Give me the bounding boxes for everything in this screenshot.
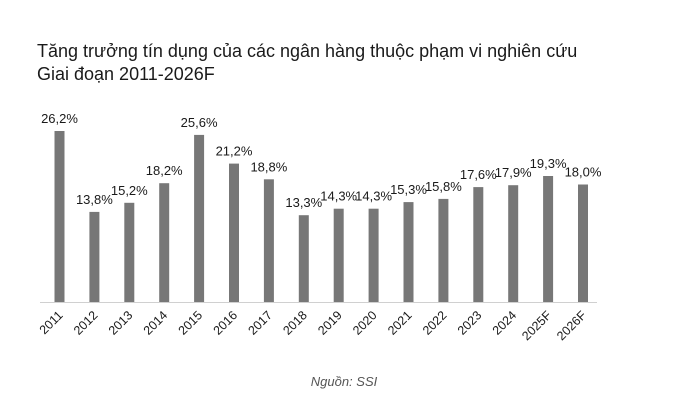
chart-subtitle: Giai đoạn 2011-2026F [37, 64, 215, 84]
x-tick-label-2013: 2013 [106, 308, 136, 338]
bar-2011 [54, 131, 65, 302]
x-tick-label-2022: 2022 [420, 308, 450, 338]
x-tick-label-2019: 2019 [315, 308, 345, 338]
bar-2021 [403, 202, 414, 302]
x-tick-label-2015: 2015 [176, 308, 206, 338]
data-label-2016: 21,2% [216, 144, 253, 159]
data-label-2018: 13,3% [285, 195, 322, 210]
data-label-2019: 14,3% [320, 189, 357, 204]
bar-2020 [368, 208, 379, 302]
bar-2014 [159, 183, 170, 302]
bar-2022 [438, 198, 449, 302]
data-label-2013: 15,2% [111, 183, 148, 198]
x-tick-label-2026F: 2026F [554, 308, 589, 343]
data-label-2011: 26,2% [41, 111, 78, 126]
bar-2024 [508, 185, 519, 302]
bar-2025F [543, 176, 554, 302]
x-tick-label-2021: 2021 [385, 308, 415, 338]
x-tick-label-2025F: 2025F [519, 308, 554, 343]
data-label-2022: 15,8% [425, 179, 462, 194]
bar-2026F [578, 184, 588, 302]
x-tick-label-2011: 2011 [37, 308, 66, 337]
chart-title: Tăng trưởng tín dụng của các ngân hàng t… [37, 41, 578, 61]
bar-2015 [194, 134, 205, 302]
x-tick-label-2020: 2020 [350, 308, 380, 338]
bar-2012 [89, 211, 100, 302]
data-label-2017: 18,8% [250, 159, 287, 174]
data-label-2026F: 18,0% [565, 165, 602, 180]
bar-2013 [124, 202, 135, 302]
data-label-2024: 17,9% [495, 165, 532, 180]
data-label-2014: 18,2% [146, 163, 183, 178]
x-tick-label-2014: 2014 [141, 308, 171, 338]
data-label-2015: 25,6% [181, 115, 218, 130]
x-tick-label-2023: 2023 [455, 308, 485, 338]
bar-2018 [298, 215, 309, 302]
bar-2023 [473, 187, 484, 302]
source-note: Nguồn: SSI [310, 374, 378, 389]
x-tick-label-2017: 2017 [245, 308, 275, 338]
x-tick-label-2024: 2024 [490, 308, 520, 338]
data-label-2021: 15,3% [390, 182, 427, 197]
x-tick-label-2016: 2016 [211, 308, 241, 338]
chart-title-block: Tăng trưởng tín dụng của các ngân hàng t… [37, 40, 577, 86]
data-label-2025F: 19,3% [530, 156, 567, 171]
bar-2016 [229, 163, 239, 302]
data-label-2023: 17,6% [460, 167, 497, 182]
bar-2019 [333, 208, 344, 302]
data-label-2020: 14,3% [355, 189, 392, 204]
x-tick-label-2012: 2012 [71, 308, 101, 338]
bar-2017 [263, 179, 274, 302]
data-label-2012: 13,8% [76, 192, 113, 207]
x-tick-label-2018: 2018 [280, 308, 310, 338]
